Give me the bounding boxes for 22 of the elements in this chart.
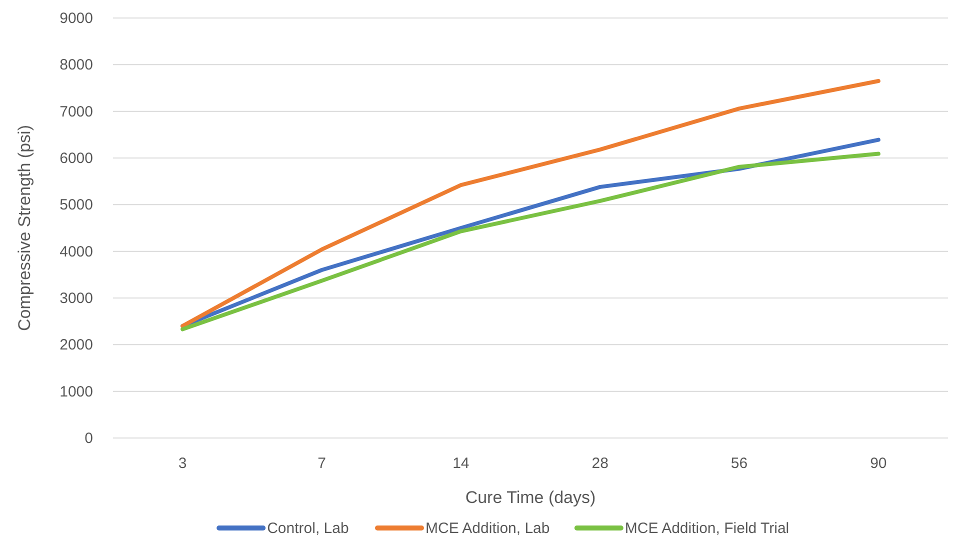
x-axis-title: Cure Time (days) (465, 488, 596, 507)
y-tick-label: 9000 (60, 10, 93, 27)
line-series (180, 79, 880, 328)
x-tick-label: 3 (178, 455, 187, 472)
y-tick-label: 6000 (60, 150, 93, 167)
legend-label: Control, Lab (267, 520, 349, 537)
legend-label: MCE Addition, Lab (426, 520, 550, 537)
y-tick-label: 1000 (60, 383, 93, 400)
x-tick-label: 90 (870, 455, 887, 472)
x-tick-label: 28 (592, 455, 608, 472)
y-tick-label: 4000 (60, 243, 93, 260)
y-tick-label: 7000 (60, 103, 93, 120)
x-tick-label: 7 (318, 455, 326, 472)
y-tick-label: 3000 (60, 290, 93, 307)
legend-label: MCE Addition, Field Trial (624, 520, 790, 537)
y-tick-label: 2000 (60, 336, 93, 354)
y-tick-label: 0 (84, 430, 93, 447)
x-tick-label: 14 (452, 455, 470, 472)
y-tick-label: 8000 (60, 56, 93, 74)
y-axis-title: Compressive Strength (psi) (15, 125, 34, 331)
y-tick-label: 5000 (60, 196, 93, 214)
x-tick-label: 56 (730, 455, 748, 472)
